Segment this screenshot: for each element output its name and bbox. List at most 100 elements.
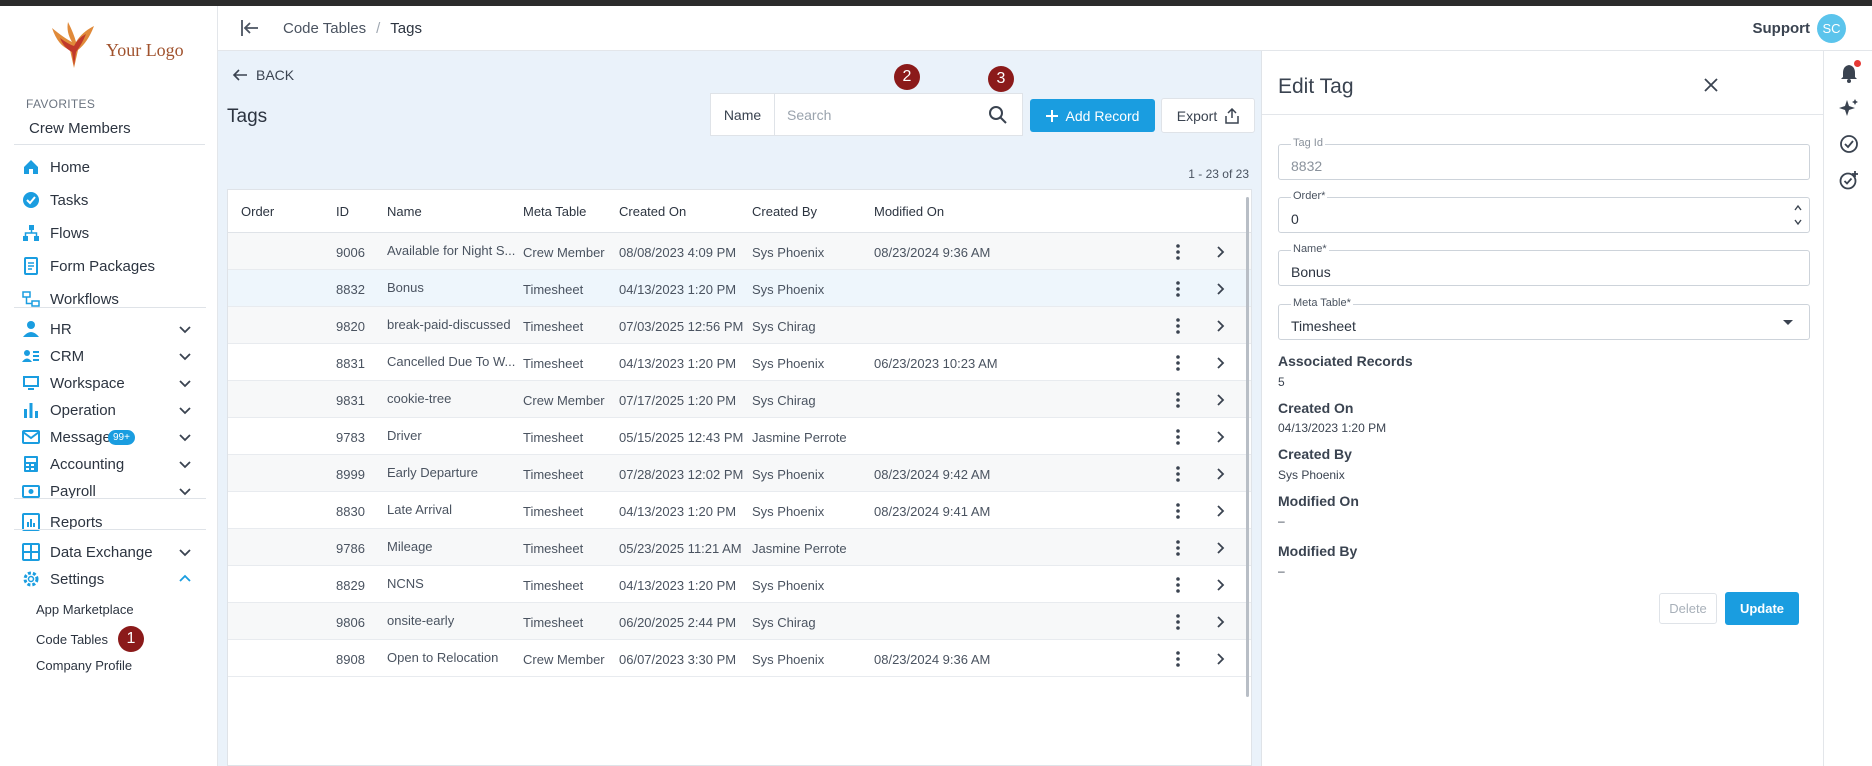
unread-badge: 99+ — [108, 429, 135, 445]
more-actions-icon[interactable] — [1170, 280, 1186, 298]
column-header-created-on[interactable]: Created On — [619, 204, 687, 219]
sidebar-item-operation[interactable]: Operation — [4, 395, 218, 425]
order-field[interactable]: Order* 0 — [1278, 190, 1810, 233]
meta-table-select[interactable]: Meta Table* Timesheet — [1278, 297, 1810, 340]
more-actions-icon[interactable] — [1170, 465, 1186, 483]
sidebar-item-tasks[interactable]: Tasks — [4, 185, 218, 215]
cell-id: 9820 — [336, 319, 365, 334]
avatar[interactable]: SC — [1817, 14, 1846, 43]
export-button[interactable]: Export — [1161, 98, 1255, 133]
column-header-created-by[interactable]: Created By — [752, 204, 818, 219]
more-actions-icon[interactable] — [1170, 354, 1186, 372]
more-actions-icon[interactable] — [1170, 576, 1186, 594]
more-actions-icon[interactable] — [1170, 613, 1186, 631]
table-row[interactable]: 9783 Driver Timesheet 05/15/2025 12:43 PM Ja… — [228, 418, 1251, 455]
user-label[interactable]: Support — [1752, 20, 1811, 37]
search-field-selector[interactable]: Name — [711, 94, 775, 135]
field-label: Name* — [1291, 243, 1329, 255]
sidebar-item-workflows[interactable]: Workflows — [4, 284, 218, 314]
table-row[interactable]: 8908 Open to Relocation Crew Member 06/07/2… — [228, 640, 1251, 677]
sidebar-item-messages[interactable]: Messages 99+ — [4, 422, 218, 452]
chevron-right-icon[interactable] — [1213, 430, 1227, 444]
update-button[interactable]: Update — [1725, 592, 1799, 625]
more-actions-icon[interactable] — [1170, 650, 1186, 668]
chevron-right-icon[interactable] — [1213, 504, 1227, 518]
sidebar-subitem-app-marketplace[interactable]: App Marketplace — [36, 602, 134, 617]
more-actions-icon[interactable] — [1170, 391, 1186, 409]
sidebar-subitem-company-profile[interactable]: Company Profile — [36, 658, 133, 673]
chevron-right-icon[interactable] — [1213, 578, 1227, 592]
sidebar-item-crm[interactable]: CRM — [4, 341, 218, 371]
page-title: Tags — [227, 106, 268, 127]
table-row[interactable]: 9820 break-paid-discussed Timesheet 07/03/2… — [228, 307, 1251, 344]
sidebar-item-workspace[interactable]: Workspace — [4, 368, 218, 398]
table-row[interactable]: 8831 Cancelled Due To W... Timesheet 04/13/… — [228, 344, 1251, 381]
sidebar-item-hr[interactable]: HR — [4, 314, 218, 344]
sidebar-item-home[interactable]: Home — [4, 152, 218, 182]
sidebar-item-settings[interactable]: Settings — [4, 564, 218, 594]
bell-icon[interactable] — [1839, 63, 1859, 83]
favorite-item-crew-members[interactable]: Crew Members — [29, 120, 131, 137]
chevron-right-icon[interactable] — [1213, 356, 1227, 370]
more-actions-icon[interactable] — [1170, 502, 1186, 520]
column-header-modified-on[interactable]: Modified On — [874, 204, 945, 219]
search-input[interactable] — [775, 106, 988, 123]
payroll-icon — [21, 481, 41, 501]
check-circle-icon[interactable] — [1839, 134, 1859, 154]
modified-by-value: – — [1278, 564, 1285, 578]
more-actions-icon[interactable] — [1170, 428, 1186, 446]
chevron-right-icon[interactable] — [1213, 541, 1227, 555]
table-row[interactable]: 9831 cookie-tree Crew Member 07/17/2025 1:2… — [228, 381, 1251, 418]
table-row[interactable]: 8999 Early Departure Timesheet 07/28/2023 1… — [228, 455, 1251, 492]
add-record-button[interactable]: Add Record — [1030, 99, 1155, 132]
column-header-meta-table[interactable]: Meta Table — [523, 204, 587, 219]
table-row[interactable]: 8832 Bonus Timesheet 04/13/2023 1:20 PM Sys … — [228, 270, 1251, 307]
sidebar-item-label: Form Packages — [50, 257, 156, 275]
table-row[interactable]: 8830 Late Arrival Timesheet 04/13/2023 1:20… — [228, 492, 1251, 529]
chevron-right-icon[interactable] — [1213, 245, 1227, 259]
table-row[interactable]: 9006 Available for Night S... Crew Member 0… — [228, 233, 1251, 270]
sidebar-item-accounting[interactable]: Accounting — [4, 449, 218, 479]
cell-id: 8999 — [336, 467, 365, 482]
close-icon[interactable] — [1702, 76, 1720, 94]
chevron-right-icon[interactable] — [1213, 393, 1227, 407]
cell-created-by: Jasmine Perrote — [752, 430, 847, 445]
logo[interactable]: Your Logo — [48, 20, 184, 72]
name-field[interactable]: Name* Bonus — [1278, 243, 1810, 286]
sparkle-icon[interactable] — [1839, 98, 1859, 118]
sidebar-subitem-code-tables[interactable]: Code Tables — [36, 632, 109, 647]
breadcrumb-code-tables[interactable]: Code Tables — [283, 20, 367, 37]
sidebar-item-flows[interactable]: Flows — [4, 218, 218, 248]
table-scrollbar[interactable] — [1246, 197, 1249, 697]
field-value: 0 — [1291, 211, 1299, 227]
cell-created-on: 04/13/2023 1:20 PM — [619, 356, 737, 371]
chevron-down-icon — [179, 326, 191, 334]
sidebar-item-reports[interactable]: Reports — [4, 507, 218, 537]
table-row[interactable]: 9806 onsite-early Timesheet 06/20/2025 2:44… — [228, 603, 1251, 640]
more-actions-icon[interactable] — [1170, 539, 1186, 557]
field-label: Order* — [1291, 190, 1328, 202]
chevron-right-icon[interactable] — [1213, 652, 1227, 666]
cell-created-by: Sys Phoenix — [752, 578, 825, 593]
chevron-right-icon[interactable] — [1213, 615, 1227, 629]
sidebar-item-form-packages[interactable]: Form Packages — [4, 251, 218, 281]
more-actions-icon[interactable] — [1170, 243, 1186, 261]
chevron-right-icon[interactable] — [1213, 282, 1227, 296]
collapse-sidebar-icon[interactable] — [240, 18, 260, 38]
cell-name: Available for Night S... — [387, 243, 516, 258]
column-header-id[interactable]: ID — [336, 204, 349, 219]
add-task-icon[interactable] — [1839, 170, 1859, 190]
stepper-icon[interactable] — [1793, 200, 1803, 230]
sidebar-item-data-exchange[interactable]: Data Exchange — [4, 537, 218, 567]
back-button[interactable]: BACK — [232, 67, 294, 83]
delete-button[interactable]: Delete — [1659, 593, 1717, 624]
more-actions-icon[interactable] — [1170, 317, 1186, 335]
chevron-right-icon[interactable] — [1213, 467, 1227, 481]
chevron-right-icon[interactable] — [1213, 319, 1227, 333]
table-row[interactable]: 9786 Mileage Timesheet 05/23/2025 11:21 AM J… — [228, 529, 1251, 566]
search-icon[interactable] — [988, 105, 1008, 125]
column-header-order[interactable]: Order — [241, 204, 275, 219]
sidebar-item-payroll[interactable]: Payroll — [4, 476, 218, 506]
table-row[interactable]: 8829 NCNS Timesheet 04/13/2023 1:20 PM Sys P… — [228, 566, 1251, 603]
column-header-name[interactable]: Name — [387, 204, 422, 219]
